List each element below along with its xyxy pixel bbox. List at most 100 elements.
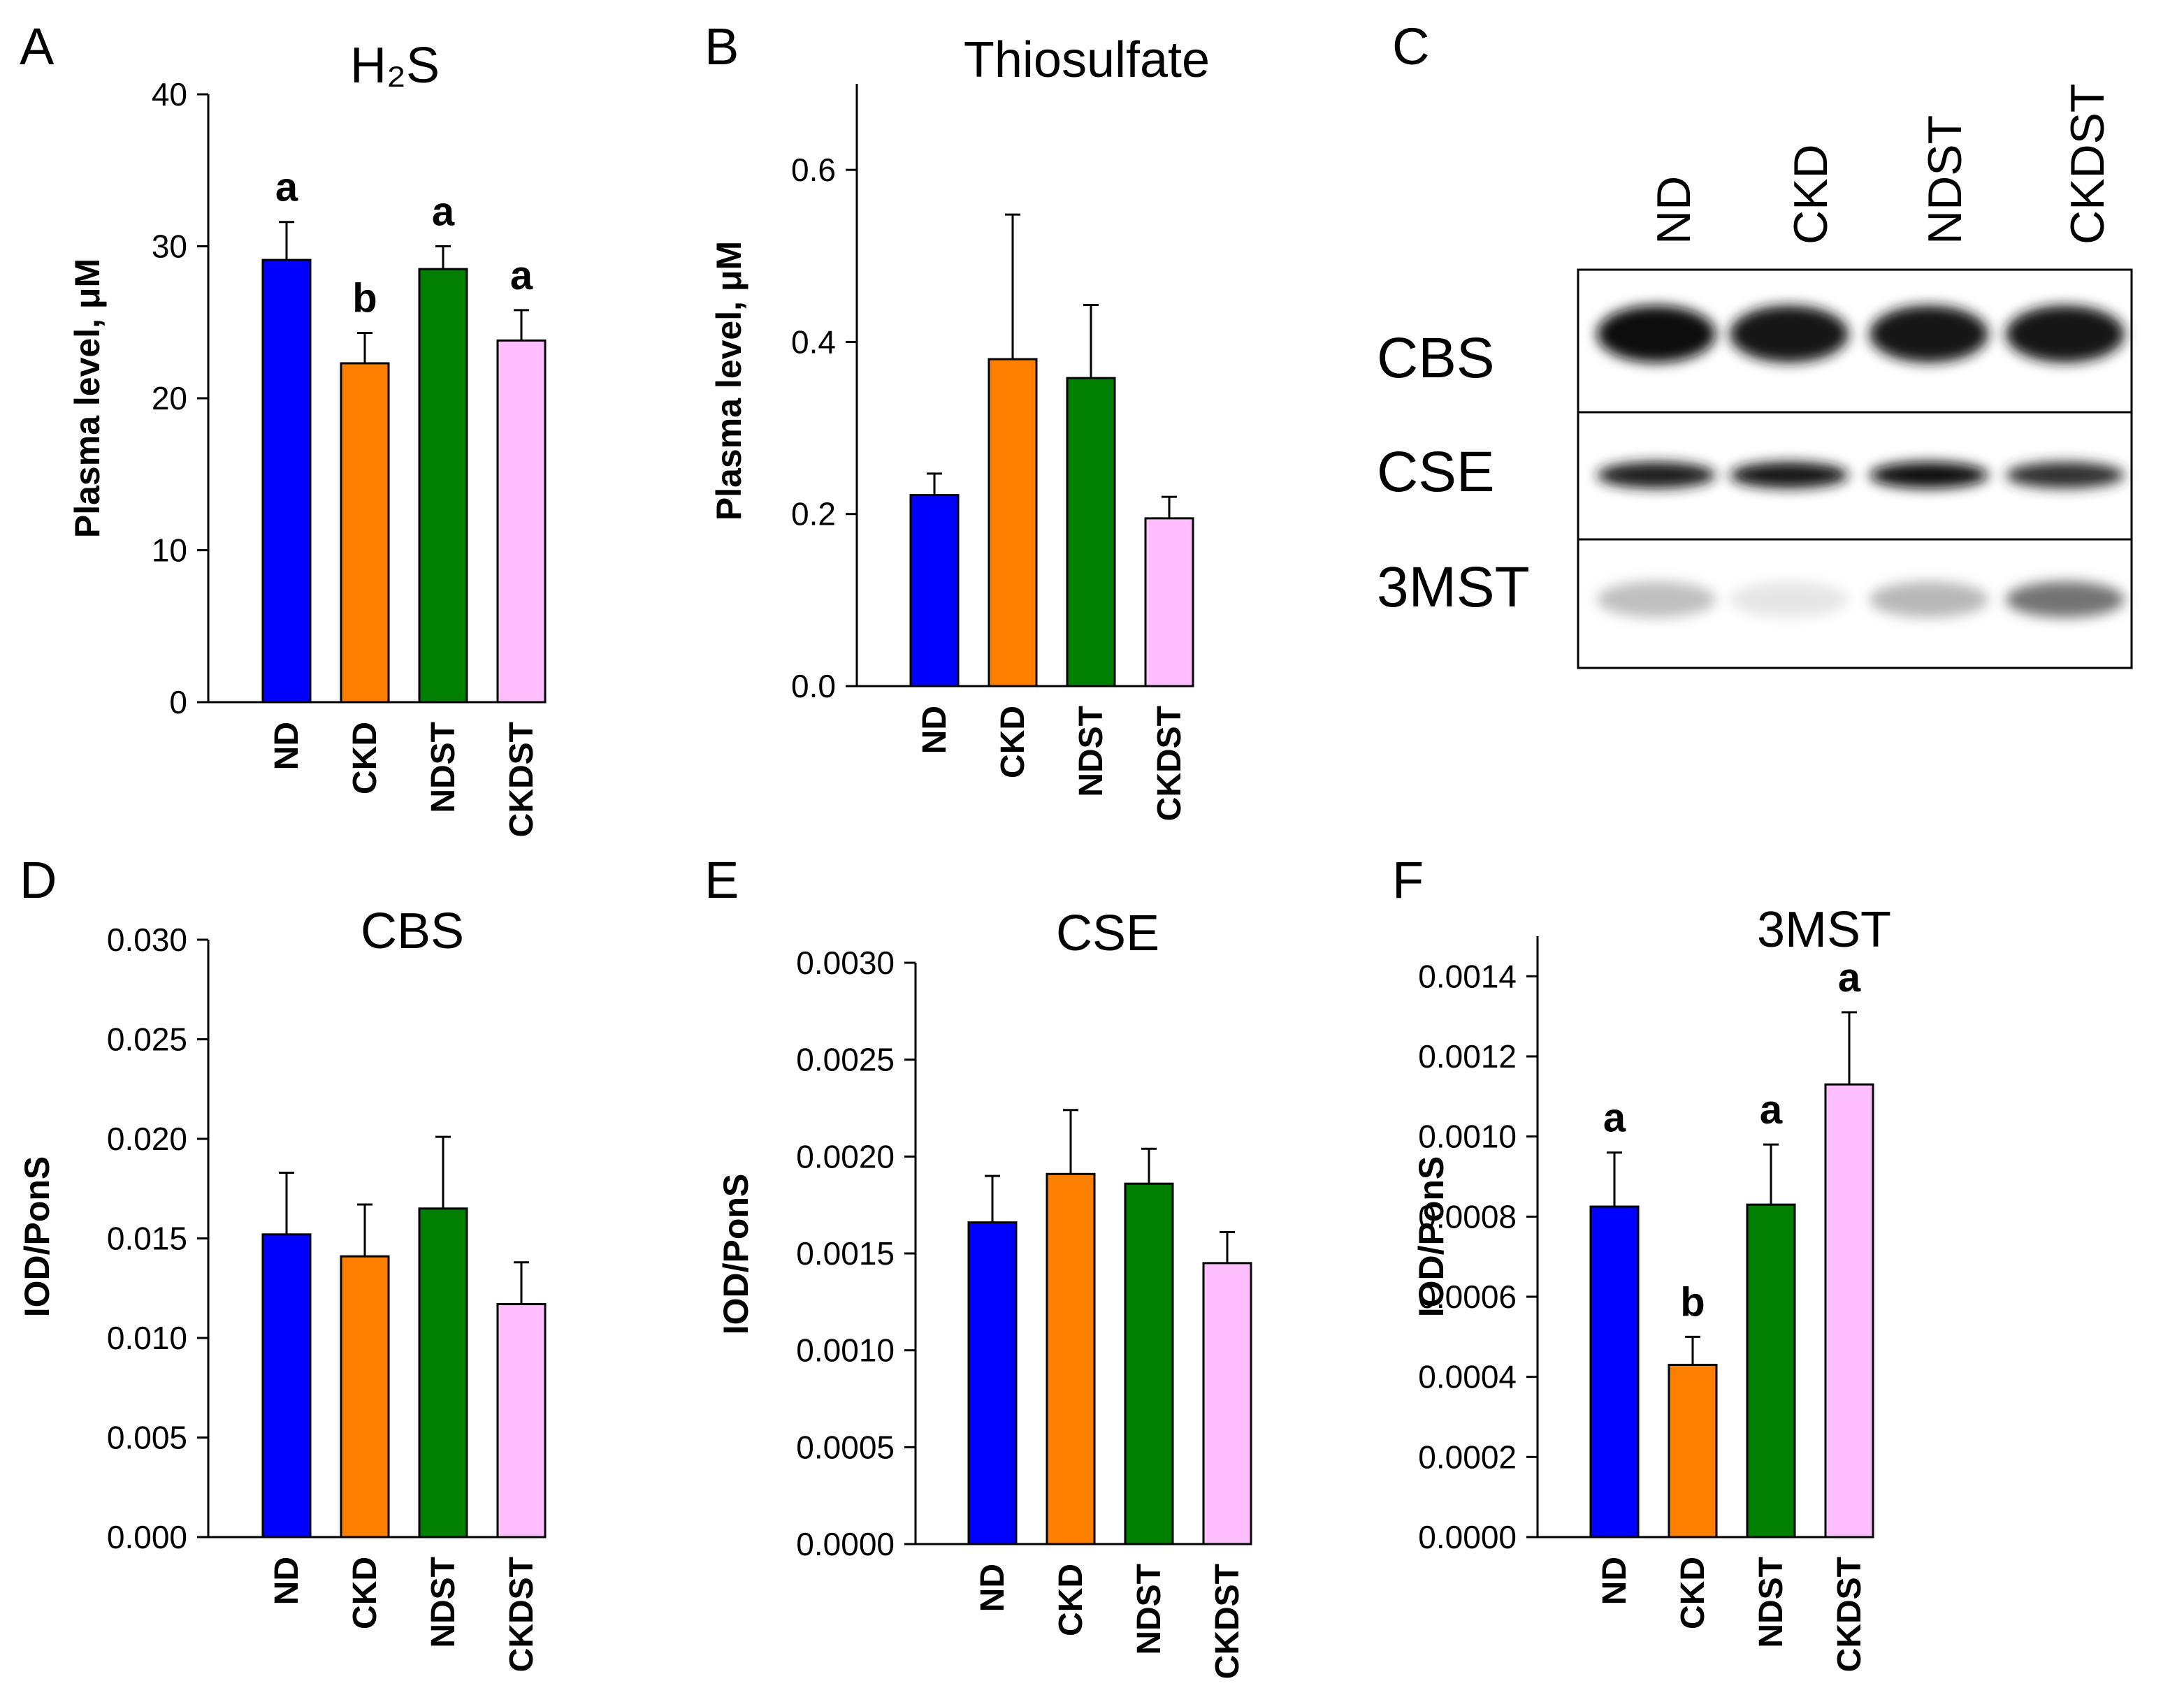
bar-a-ckdst <box>496 339 547 704</box>
y-tick-label-e: 0.0025 <box>796 1042 895 1078</box>
wb-band-3mst-nd <box>1597 581 1716 618</box>
y-tick-label-d: 0.000 <box>107 1519 187 1555</box>
chart-panel-f: 3MST IOD/PonS 0.0000 0.0002 0.0004 0.0006 0.00… <box>1412 902 1891 1672</box>
category-label-b-nd: ND <box>916 706 953 754</box>
y-axis-label-a: Plasma level, μM <box>68 259 107 538</box>
y-tick-label-b: 0.2 <box>791 496 836 532</box>
y-tick-label-b: 0.6 <box>791 152 836 188</box>
wb-band-cse-nd <box>1597 462 1716 488</box>
significance-letter-f-ndst: a <box>1760 1087 1783 1133</box>
y-tick-label-f: 0.0002 <box>1418 1439 1517 1475</box>
y-tick-label-d: 0.010 <box>107 1320 187 1356</box>
category-label-b-ndst: NDST <box>1073 706 1110 797</box>
y-tick-label-b: 0.4 <box>791 323 836 360</box>
significance-letter-a-ndst: a <box>432 189 455 235</box>
wb-band-cbs-nd <box>1597 305 1716 363</box>
wb-band-3mst-ckd <box>1730 581 1849 618</box>
chart-panel-a: H₂S Plasma level, μM 0 10 20 30 40 a ND b CKD a NDST… <box>68 38 547 837</box>
y-axis-label-e: IOD/PonS <box>716 1174 755 1335</box>
y-tick-label-d: 0.030 <box>107 922 187 958</box>
panel-letter-b: B <box>704 17 739 75</box>
bar-e-ndst <box>1124 1182 1174 1545</box>
y-tick-label-e: 0.0000 <box>796 1526 895 1562</box>
y-tick-label-d: 0.025 <box>107 1021 187 1058</box>
bar-f-ckdst <box>1824 1083 1874 1538</box>
y-tick-label-a: 40 <box>152 76 187 112</box>
bar-e-ckdst <box>1202 1262 1252 1545</box>
significance-letter-a-ckd: b <box>352 275 377 321</box>
wb-band-cbs-ckdst <box>2006 305 2125 363</box>
category-label-d-ckdst: CKDST <box>503 1557 540 1672</box>
y-tick-label-d: 0.015 <box>107 1221 187 1257</box>
wb-band-cbs-ndst <box>1870 305 1988 363</box>
category-label-d-nd: ND <box>268 1557 305 1605</box>
y-tick-label-d: 0.005 <box>107 1420 187 1456</box>
y-tick-label-f: 0.0012 <box>1418 1038 1517 1075</box>
western-blot-panel-c: ND CKD NDST CKDST CBS CSE 3MST <box>1377 84 2133 669</box>
bar-d-nd <box>261 1233 312 1538</box>
significance-letter-f-nd: a <box>1603 1096 1626 1141</box>
chart-panel-b: Thiosulfate Plasma level, μM 0.0 0.2 0.4 0.6 N… <box>709 32 1210 821</box>
chart-title-d: CBS <box>361 903 464 959</box>
wb-band-cse-ckdst <box>2006 462 2125 488</box>
bar-b-nd <box>909 494 960 687</box>
category-label-d-ckd: CKD <box>347 1557 384 1629</box>
category-label-b-ckd: CKD <box>995 706 1032 778</box>
y-axis-label-d: IOD/PonS <box>17 1156 57 1318</box>
y-tick-label-f: 0.0004 <box>1418 1359 1517 1395</box>
bar-e-ckd <box>1046 1172 1096 1545</box>
y-tick-label-b: 0.0 <box>791 668 836 704</box>
panel-letter-a: A <box>20 17 55 75</box>
wb-lane-label-nd: ND <box>1647 176 1700 245</box>
y-tick-label-f: 0.0000 <box>1418 1519 1517 1555</box>
wb-lane-label-ndst: NDST <box>1918 115 1972 245</box>
category-label-e-nd: ND <box>974 1564 1011 1612</box>
category-label-a-ckd: CKD <box>347 722 384 794</box>
category-label-f-ndst: NDST <box>1753 1557 1790 1648</box>
y-tick-label-e: 0.0005 <box>796 1429 895 1465</box>
wb-band-3mst-ckdst <box>2006 581 2125 618</box>
y-tick-label-d: 0.020 <box>107 1121 187 1157</box>
significance-letter-a-ckdst: a <box>510 253 533 298</box>
category-label-b-ckdst: CKDST <box>1151 706 1188 821</box>
panel-letter-d: D <box>20 851 57 909</box>
category-label-f-ckd: CKD <box>1675 1557 1712 1629</box>
panel-letter-f: F <box>1392 851 1424 909</box>
y-tick-label-e: 0.0010 <box>796 1332 895 1369</box>
category-label-e-ckdst: CKDST <box>1209 1564 1246 1679</box>
y-axis-label-b: Plasma level, μM <box>709 241 749 521</box>
bar-b-ckdst <box>1144 517 1194 687</box>
bar-f-nd <box>1589 1205 1640 1538</box>
panel-letter-e: E <box>704 851 739 909</box>
category-label-f-ckdst: CKDST <box>1831 1557 1868 1672</box>
category-label-d-ndst: NDST <box>425 1557 462 1648</box>
bar-d-ckdst <box>496 1303 547 1538</box>
bar-d-ckd <box>340 1255 390 1538</box>
significance-letter-f-ckd: b <box>1680 1279 1705 1325</box>
chart-panel-d: CBS IOD/PonS 0.000 0.005 0.010 0.015 0.020 0.02… <box>17 903 547 1672</box>
y-tick-label-a: 0 <box>169 684 187 720</box>
significance-letter-a-nd: a <box>275 165 298 210</box>
y-tick-label-f: 0.0006 <box>1418 1279 1517 1315</box>
category-label-a-ckdst: CKDST <box>503 722 540 837</box>
wb-band-cse-ckd <box>1730 462 1849 488</box>
wb-row-label-cse: CSE <box>1377 440 1495 504</box>
category-label-a-nd: ND <box>268 722 305 770</box>
bar-f-ndst <box>1746 1203 1796 1538</box>
y-tick-label-e: 0.0030 <box>796 945 895 981</box>
chart-panel-e: CSE IOD/PonS 0.0000 0.0005 0.0010 0.0015 0.002… <box>716 905 1252 1679</box>
wb-lane-label-ckdst: CKDST <box>2061 84 2114 245</box>
y-tick-label-a: 20 <box>152 380 187 416</box>
chart-title-e: CSE <box>1056 905 1159 961</box>
y-tick-label-e: 0.0015 <box>796 1235 895 1272</box>
category-label-a-ndst: NDST <box>425 722 462 813</box>
wb-band-3mst-ndst <box>1870 581 1988 618</box>
wb-band-cbs-ckd <box>1730 305 1849 363</box>
significance-letter-f-ckdst: a <box>1838 955 1861 1001</box>
wb-bands <box>1597 305 2125 618</box>
chart-title-f: 3MST <box>1757 902 1891 958</box>
chart-title-a: H₂S <box>350 38 440 94</box>
y-tick-label-a: 30 <box>152 228 187 265</box>
y-tick-label-a: 10 <box>152 532 187 569</box>
